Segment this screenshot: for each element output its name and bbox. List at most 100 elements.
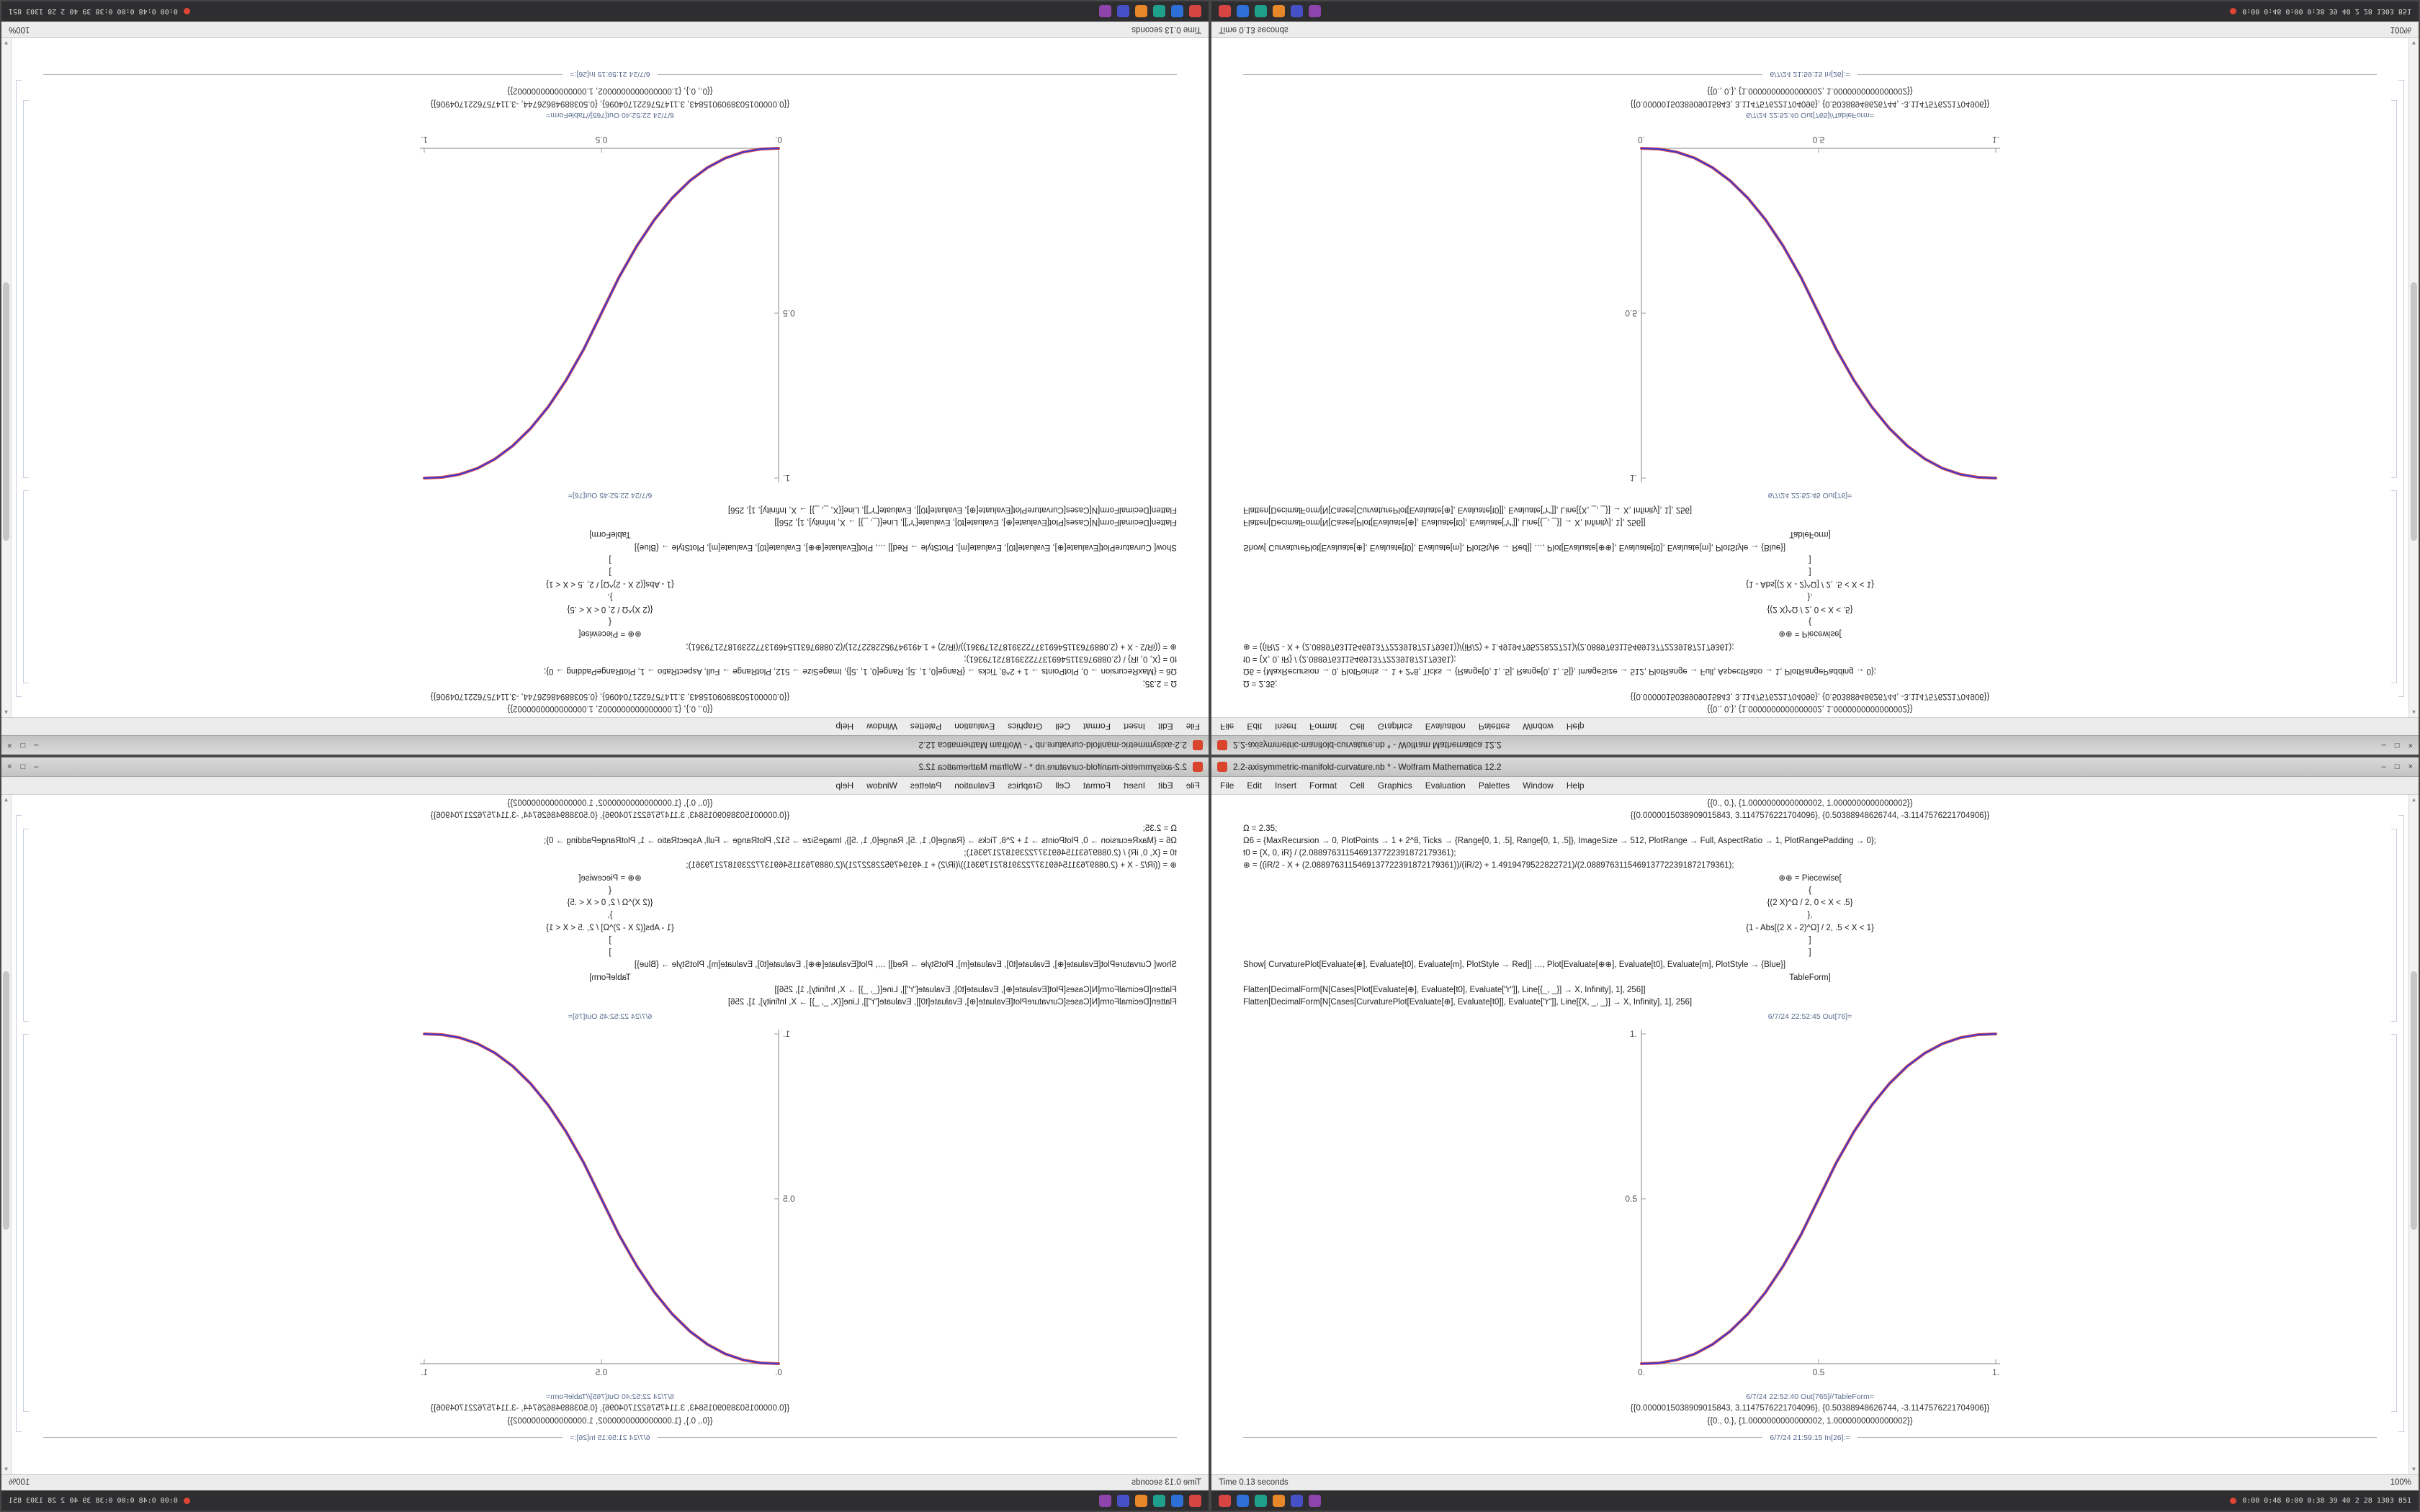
code-line[interactable]: Ω = 2.35; bbox=[1142, 824, 1177, 833]
taskbar-icon-blue-app[interactable] bbox=[1237, 5, 1249, 18]
code-line[interactable]: ] bbox=[1809, 567, 1811, 577]
code-line[interactable]: Ω6 = {MaxRecursion → 0, PlotPoints → 1 +… bbox=[1243, 667, 1876, 676]
menu-help[interactable]: Help bbox=[835, 721, 854, 732]
cell-bracket[interactable] bbox=[2391, 1033, 2397, 1413]
minimize-button[interactable]: – bbox=[34, 741, 39, 750]
menu-insert[interactable]: Insert bbox=[1275, 780, 1297, 791]
plot-output-cell[interactable]: 0. 0.5 1. 0.5 1. bbox=[1615, 1024, 2004, 1387]
code-line[interactable]: ] bbox=[609, 567, 611, 577]
output-line[interactable]: {{0., 0.}, {1.0000000000000002, 1.000000… bbox=[507, 799, 713, 808]
scrollbar-thumb[interactable] bbox=[2411, 971, 2417, 1230]
menu-format[interactable]: Format bbox=[1083, 780, 1111, 791]
menu-cell[interactable]: Cell bbox=[1055, 780, 1070, 791]
taskbar-icon-purple-app[interactable] bbox=[1309, 1494, 1321, 1507]
menu-format[interactable]: Format bbox=[1083, 721, 1111, 732]
code-line[interactable]: }, bbox=[1807, 592, 1813, 601]
scroll-down-arrow-icon[interactable]: ▼ bbox=[3, 1466, 9, 1472]
scroll-up-arrow-icon[interactable]: ▲ bbox=[2411, 796, 2417, 803]
code-line[interactable]: ] bbox=[609, 948, 611, 957]
taskbar-icon-orange-app[interactable] bbox=[1135, 1494, 1147, 1507]
scroll-up-arrow-icon[interactable]: ▲ bbox=[2411, 709, 2417, 716]
code-line[interactable]: ⊕ = ((iR/2 - X + (2.08897631154691377223… bbox=[1243, 861, 1734, 870]
menu-graphics[interactable]: Graphics bbox=[1377, 721, 1412, 732]
taskbar-icon-teal-app[interactable] bbox=[1153, 1494, 1165, 1507]
cell-bracket[interactable] bbox=[23, 99, 29, 479]
plot-output-cell[interactable]: 0. 0.5 1. 0.5 1. bbox=[416, 125, 805, 488]
code-line[interactable]: t0 = {X, 0, iR} / (2.0889763115469137722… bbox=[1243, 849, 1456, 858]
close-button[interactable]: × bbox=[2408, 741, 2413, 750]
output-plot[interactable]: 0. 0.5 1. 0.5 1. bbox=[416, 128, 805, 488]
maximize-button[interactable]: □ bbox=[20, 762, 26, 771]
tableform-line[interactable]: {{0., 0.}, {1.0000000000000002, 1.000000… bbox=[1707, 86, 1913, 96]
output-line[interactable]: {{0., 0.}, {1.0000000000000002, 1.000000… bbox=[507, 704, 713, 713]
code-line[interactable]: ⊕ = ((iR/2 - X + (2.08897631154691377223… bbox=[686, 861, 1177, 870]
taskbar-icon-indigo-app[interactable] bbox=[1291, 5, 1303, 18]
code-line[interactable]: Flatten[DecimalForm[N[Cases[CurvaturePlo… bbox=[727, 998, 1177, 1007]
code-line[interactable]: TableForm] bbox=[589, 973, 631, 982]
code-line[interactable]: TableForm] bbox=[1789, 973, 1831, 982]
cell-bracket[interactable] bbox=[23, 490, 29, 684]
menu-palettes[interactable]: Palettes bbox=[910, 721, 942, 732]
menu-cell[interactable]: Cell bbox=[1055, 721, 1070, 732]
code-line[interactable]: ⊕ = ((iR/2 - X + (2.08897631154691377223… bbox=[686, 642, 1177, 651]
output-line[interactable]: {{0., 0.}, {1.0000000000000002, 1.000000… bbox=[1707, 704, 1913, 713]
menu-file[interactable]: File bbox=[1186, 721, 1200, 732]
taskbar-icon-blue-app[interactable] bbox=[1171, 5, 1183, 18]
cell-insertion-bar[interactable]: 6/7/24 21:59:15 In[26]:= bbox=[1243, 70, 2378, 78]
scrollbar-thumb[interactable] bbox=[3, 282, 9, 541]
menu-graphics[interactable]: Graphics bbox=[1377, 780, 1412, 791]
maximize-button[interactable]: □ bbox=[20, 741, 26, 750]
menu-file[interactable]: File bbox=[1220, 780, 1234, 791]
taskbar-icon-red-app[interactable] bbox=[1189, 1494, 1201, 1507]
code-line[interactable]: Flatten[DecimalForm[N[Cases[CurvaturePlo… bbox=[1243, 998, 1693, 1007]
code-line[interactable]: ⊕⊕ = Piecewise[ bbox=[578, 629, 642, 639]
code-line[interactable]: ] bbox=[1809, 948, 1811, 957]
taskbar-icon-indigo-app[interactable] bbox=[1117, 1494, 1129, 1507]
cell-group-bracket[interactable] bbox=[2398, 815, 2404, 1433]
tableform-line[interactable]: {{0.0000015038909015843, 3.1147576221704… bbox=[430, 1404, 790, 1413]
menu-edit[interactable]: Edit bbox=[1247, 780, 1263, 791]
zoom-level[interactable]: 100% bbox=[2390, 25, 2411, 34]
cell-bracket[interactable] bbox=[23, 828, 29, 1022]
tableform-line[interactable]: {{0.0000015038909015843, 3.1147576221704… bbox=[1630, 99, 1990, 108]
scrollbar-thumb[interactable] bbox=[2411, 282, 2417, 541]
code-line[interactable]: ] bbox=[609, 555, 611, 564]
taskbar-icon-blue-app[interactable] bbox=[1171, 1494, 1183, 1507]
window-titlebar[interactable]: 2.2-axisymmetric-manifold-curvature.nb *… bbox=[1211, 735, 2419, 755]
menu-evaluation[interactable]: Evaluation bbox=[954, 780, 995, 791]
code-line[interactable]: {1 - Abs[(2 X - 2)^Ω] / 2, .5 < X < 1} bbox=[546, 580, 674, 589]
taskbar-alert-icon[interactable] bbox=[183, 1497, 190, 1504]
cell-insertion-bar[interactable]: 6/7/24 21:59:15 In[26]:= bbox=[42, 70, 1177, 78]
code-line[interactable]: ] bbox=[609, 935, 611, 945]
scroll-up-arrow-icon[interactable]: ▲ bbox=[3, 709, 9, 716]
close-button[interactable]: × bbox=[7, 762, 12, 771]
code-line[interactable]: {1 - Abs[(2 X - 2)^Ω] / 2, .5 < X < 1} bbox=[1746, 923, 1874, 932]
code-line[interactable]: {(2 X)^Ω / 2, 0 < X < .5} bbox=[567, 899, 653, 907]
tableform-line[interactable]: {{0., 0.}, {1.0000000000000002, 1.000000… bbox=[507, 86, 713, 96]
menu-evaluation[interactable]: Evaluation bbox=[954, 721, 995, 732]
code-line[interactable]: Show[ CurvaturePlot[Evaluate[⊕], Evaluat… bbox=[1243, 960, 1786, 970]
cell-group-bracket[interactable] bbox=[16, 815, 22, 1433]
taskbar-icon-teal-app[interactable] bbox=[1255, 1494, 1267, 1507]
code-line[interactable]: ⊕⊕ = Piecewise[ bbox=[578, 873, 642, 883]
tableform-line[interactable]: {{0., 0.}, {1.0000000000000002, 1.000000… bbox=[507, 1416, 713, 1426]
plot-output-cell[interactable]: 0. 0.5 1. 0.5 1. bbox=[416, 1024, 805, 1387]
output-plot[interactable]: 0. 0.5 1. 0.5 1. bbox=[416, 1024, 805, 1384]
window-titlebar[interactable]: 2.2-axisymmetric-manifold-curvature.nb *… bbox=[1211, 757, 2419, 777]
menu-edit[interactable]: Edit bbox=[1247, 721, 1263, 732]
scroll-down-arrow-icon[interactable]: ▼ bbox=[2411, 1466, 2417, 1472]
minimize-button[interactable]: – bbox=[2381, 762, 2386, 771]
code-line[interactable]: { bbox=[609, 886, 611, 895]
taskbar-icon-orange-app[interactable] bbox=[1273, 1494, 1285, 1507]
cell-bracket[interactable] bbox=[2391, 99, 2397, 479]
code-line[interactable]: ⊕⊕ = Piecewise[ bbox=[1778, 873, 1842, 883]
cell-group-bracket[interactable] bbox=[16, 79, 22, 697]
menu-insert[interactable]: Insert bbox=[1123, 780, 1145, 791]
taskbar-icon-teal-app[interactable] bbox=[1153, 5, 1165, 18]
code-line[interactable]: Ω6 = {MaxRecursion → 0, PlotPoints → 1 +… bbox=[544, 667, 1177, 676]
zoom-level[interactable]: 100% bbox=[9, 1478, 30, 1487]
cell-insertion-bar[interactable]: 6/7/24 21:59:15 In[26]:= bbox=[42, 1434, 1177, 1442]
code-line[interactable]: { bbox=[1809, 617, 1811, 626]
menu-palettes[interactable]: Palettes bbox=[1478, 721, 1510, 732]
taskbar-icon-indigo-app[interactable] bbox=[1117, 5, 1129, 18]
